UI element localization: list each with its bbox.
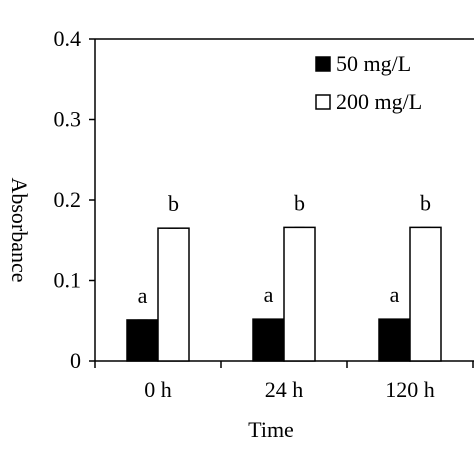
y-tick-label: 0 [70, 348, 81, 373]
significance-label: a [264, 282, 274, 307]
significance-label: a [390, 282, 400, 307]
bar-series-2 [283, 226, 316, 362]
significance-label: b [294, 190, 305, 215]
legend-swatch-2 [315, 94, 331, 110]
bar-series-1 [252, 318, 285, 362]
x-tick-label: 120 h [385, 377, 435, 402]
significance-label: b [420, 190, 431, 215]
bar-series-1 [126, 319, 159, 362]
x-tick-label: 0 h [144, 377, 172, 402]
significance-label: a [138, 283, 148, 308]
significance-label: b [168, 191, 179, 216]
y-tick-label: 0.4 [54, 26, 82, 51]
legend-label-1: 50 mg/L [336, 51, 411, 76]
bar-series-2 [157, 227, 190, 362]
y-axis-title: Absorbance [7, 177, 32, 282]
x-axis-title: Time [248, 417, 294, 442]
legend-label-2: 200 mg/L [336, 89, 422, 114]
bar-series-1 [378, 318, 411, 362]
y-tick-label: 0.2 [54, 187, 82, 212]
y-tick-label: 0.3 [54, 107, 82, 132]
y-tick-label: 0.1 [54, 268, 82, 293]
plot-area: 0 0.1 0.2 0.3 0.4 0 h a b 24 h a b 120 h a b 50 mg/L 20… [54, 26, 474, 402]
bar-series-2 [409, 226, 442, 362]
x-tick-label: 24 h [265, 377, 304, 402]
legend-swatch-1 [315, 56, 331, 72]
